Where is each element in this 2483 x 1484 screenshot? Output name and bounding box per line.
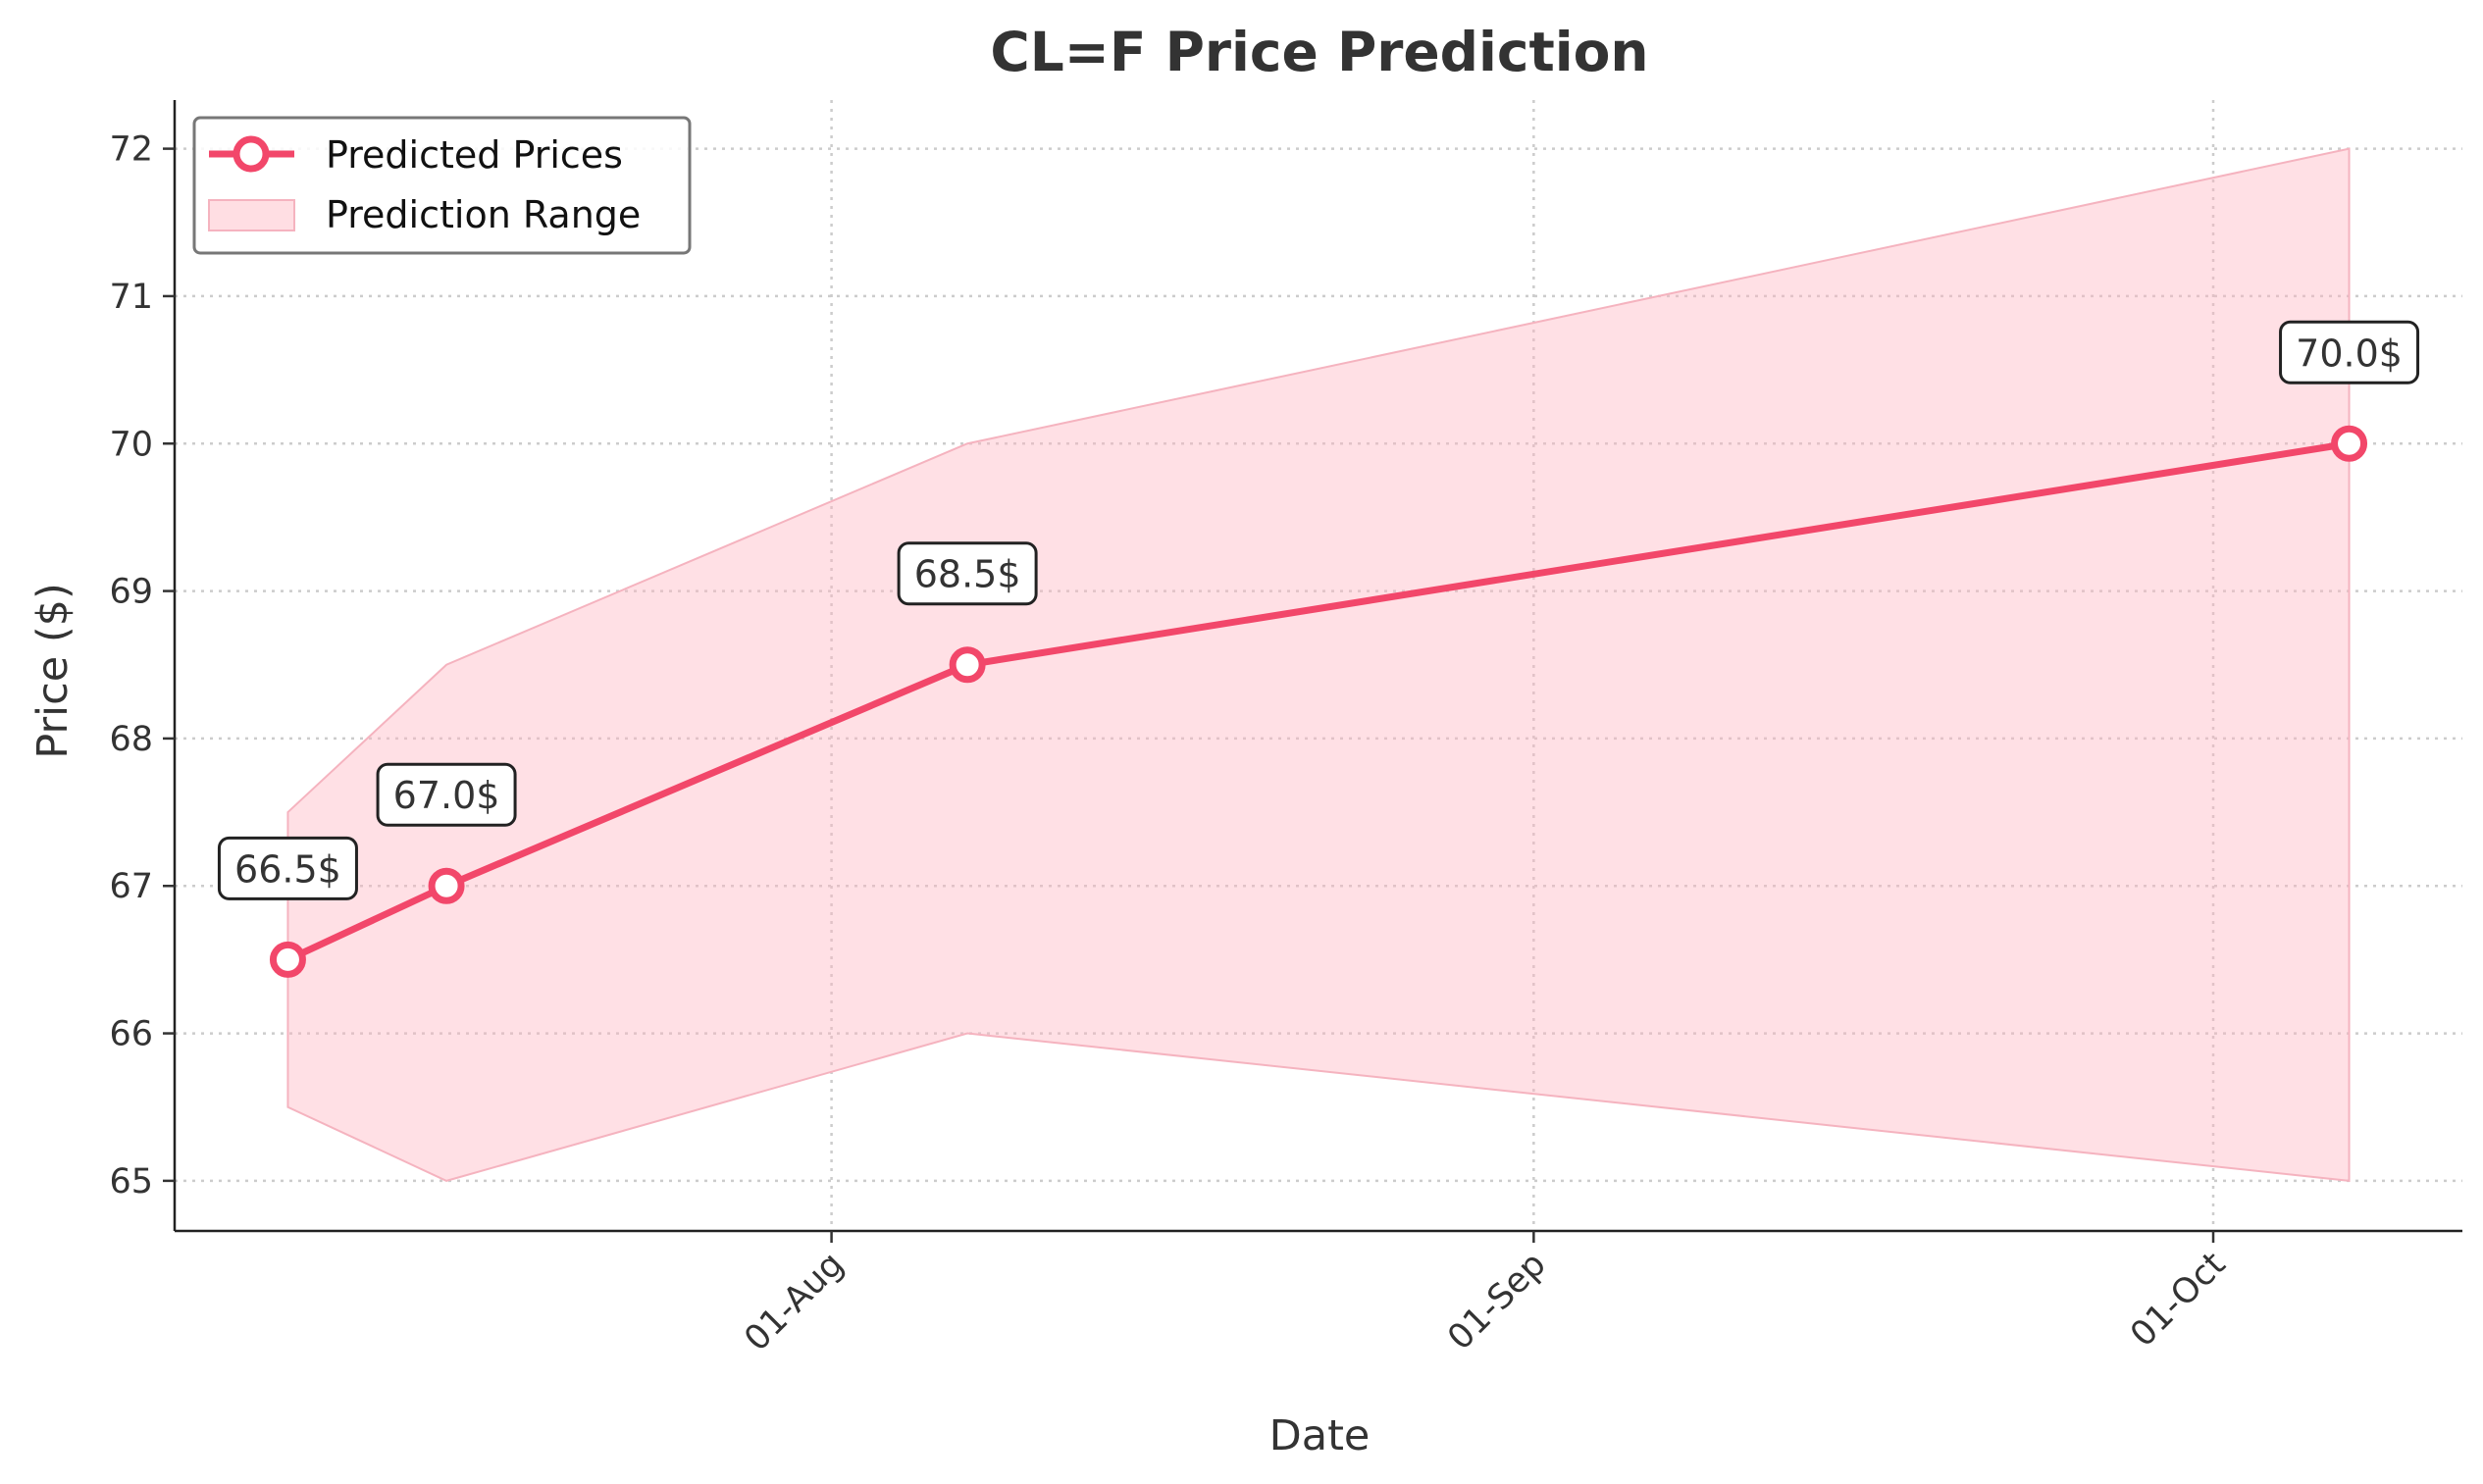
predicted-price-point [428, 867, 465, 904]
prediction-range-band [286, 147, 2351, 1183]
legend-range-swatch [208, 199, 295, 231]
data-label-box [2279, 320, 2420, 384]
data-label-box [376, 762, 517, 827]
chart-title: CL=F Price Prediction [990, 21, 1648, 83]
predicted-prices-line [285, 439, 2351, 963]
y-tick-label: 68 [109, 720, 153, 759]
legend-frame [192, 116, 692, 255]
prediction-range-layer [286, 147, 2351, 1183]
y-tick-label: 65 [109, 1162, 153, 1202]
predicted-price-point [949, 646, 986, 684]
data-label-box [217, 836, 358, 900]
predicted-prices-layer [269, 425, 2368, 978]
y-axis-label: Price ($) [28, 583, 78, 758]
y-tick-label: 72 [109, 130, 153, 170]
data-label: 66.5$ [234, 847, 341, 891]
predicted-price-point [269, 941, 306, 978]
legend-marker-swatch [233, 135, 270, 173]
data-label: 68.5$ [914, 553, 1021, 596]
legend-label-prediction-range: Prediction Range [326, 193, 641, 236]
legend: Predicted Prices Prediction Range [192, 116, 692, 255]
annotations: 66.5$ 67.0$ 68.5$ 70.0$ [217, 320, 2420, 900]
data-label: 70.0$ [2296, 332, 2403, 375]
data-label: 67.0$ [393, 774, 500, 817]
y-tick-label: 69 [109, 573, 153, 612]
legend-label-predicted-prices: Predicted Prices [326, 133, 623, 177]
y-tick-label: 67 [109, 867, 153, 906]
data-label-box [897, 541, 1038, 606]
y-tick-label: 66 [109, 1015, 153, 1054]
y-tick-label: 70 [109, 425, 153, 464]
y-tick-label: 71 [109, 278, 153, 317]
predicted-price-point [2331, 425, 2368, 462]
x-axis-label: Date [1269, 1411, 1371, 1460]
axes [173, 100, 2462, 1233]
